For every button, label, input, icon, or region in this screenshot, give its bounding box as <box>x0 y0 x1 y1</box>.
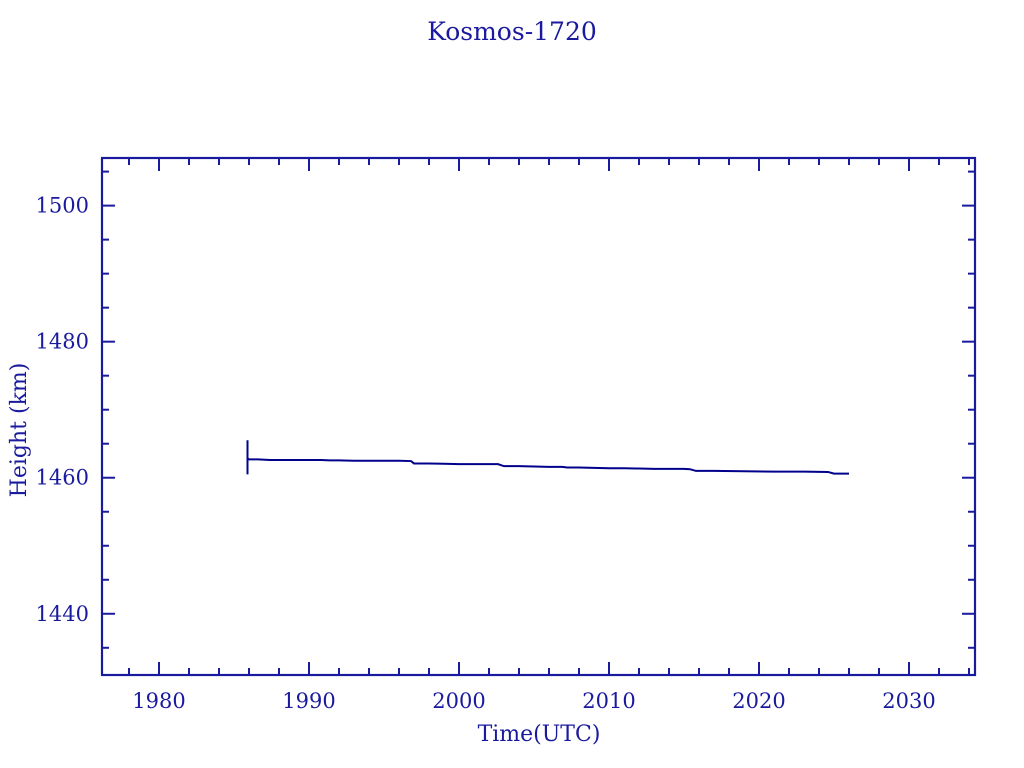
x-axis-label: Time(UTC) <box>478 722 601 747</box>
y-axis-ticks <box>102 170 975 649</box>
x-tick-label: 2020 <box>732 689 785 713</box>
data-series-layer <box>246 440 849 475</box>
x-tick-label: 2000 <box>432 689 485 713</box>
y-tick-label: 1480 <box>36 330 89 354</box>
y-tick-label: 1500 <box>36 194 89 218</box>
y-axis-tick-labels: 1440 1460 1480 1500 <box>36 194 89 626</box>
x-axis-ticks <box>128 158 970 675</box>
x-tick-label: 2010 <box>582 689 635 713</box>
y-tick-label: 1460 <box>36 466 89 490</box>
x-tick-label: 1980 <box>132 689 185 713</box>
chart-title: Kosmos-1720 <box>427 17 597 46</box>
plot-frame <box>100 156 977 677</box>
data-line <box>246 440 849 475</box>
x-axis-tick-labels: 1980 1990 2000 2010 2020 2030 <box>132 689 935 713</box>
y-tick-label: 1440 <box>36 602 89 626</box>
x-tick-label: 1990 <box>282 689 335 713</box>
x-tick-label: 2030 <box>882 689 935 713</box>
y-axis-label: Height (km) <box>7 363 32 498</box>
